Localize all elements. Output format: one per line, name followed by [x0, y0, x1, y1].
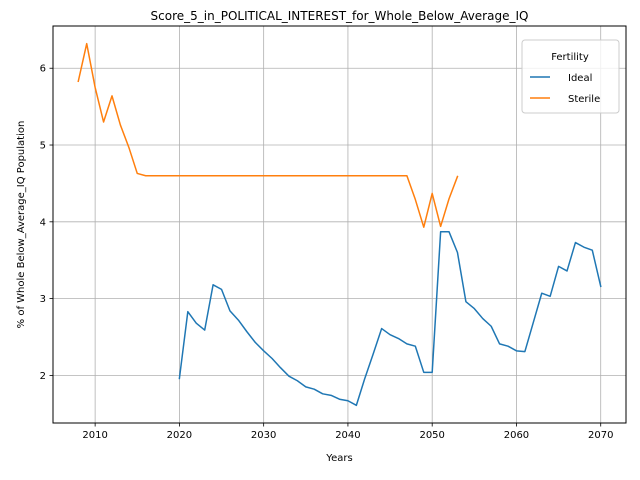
- x-tick-label: 2050: [419, 430, 444, 441]
- series-line-sterile: [77, 42, 459, 228]
- legend-box: [521, 39, 620, 114]
- x-tick-label: 2070: [588, 430, 613, 441]
- y-tick-label: 5: [40, 141, 46, 152]
- y-tick-label: 4: [40, 217, 46, 228]
- legend-label-ideal: Ideal: [568, 73, 592, 84]
- plot-frame: [52, 25, 627, 424]
- y-axis-label: % of Whole Below_Average_IQ Population: [16, 121, 27, 329]
- x-axis-label: Years: [325, 453, 352, 464]
- y-tick-label: 6: [40, 64, 46, 75]
- axis-ticks: 2010 2020 2030 2040 2050 2060 2070 2 3 4 5 6: [40, 64, 614, 441]
- legend-title: Fertility: [551, 52, 589, 63]
- x-tick-label: 2020: [167, 430, 192, 441]
- x-tick-label: 2030: [251, 430, 276, 441]
- y-tick-label: 2: [40, 371, 46, 382]
- x-tick-label: 2060: [504, 430, 529, 441]
- y-tick-label: 3: [40, 294, 46, 305]
- series-line-ideal: [178, 231, 602, 407]
- series-lines: [77, 42, 602, 407]
- legend-label-sterile: Sterile: [568, 94, 600, 105]
- chart-title: Score_5_in_POLITICAL_INTEREST_for_Whole_…: [151, 9, 529, 23]
- x-tick-label: 2010: [82, 430, 107, 441]
- grid-lines: [53, 26, 626, 423]
- x-tick-label: 2040: [335, 430, 360, 441]
- legend: Fertility Ideal Sterile: [521, 39, 620, 114]
